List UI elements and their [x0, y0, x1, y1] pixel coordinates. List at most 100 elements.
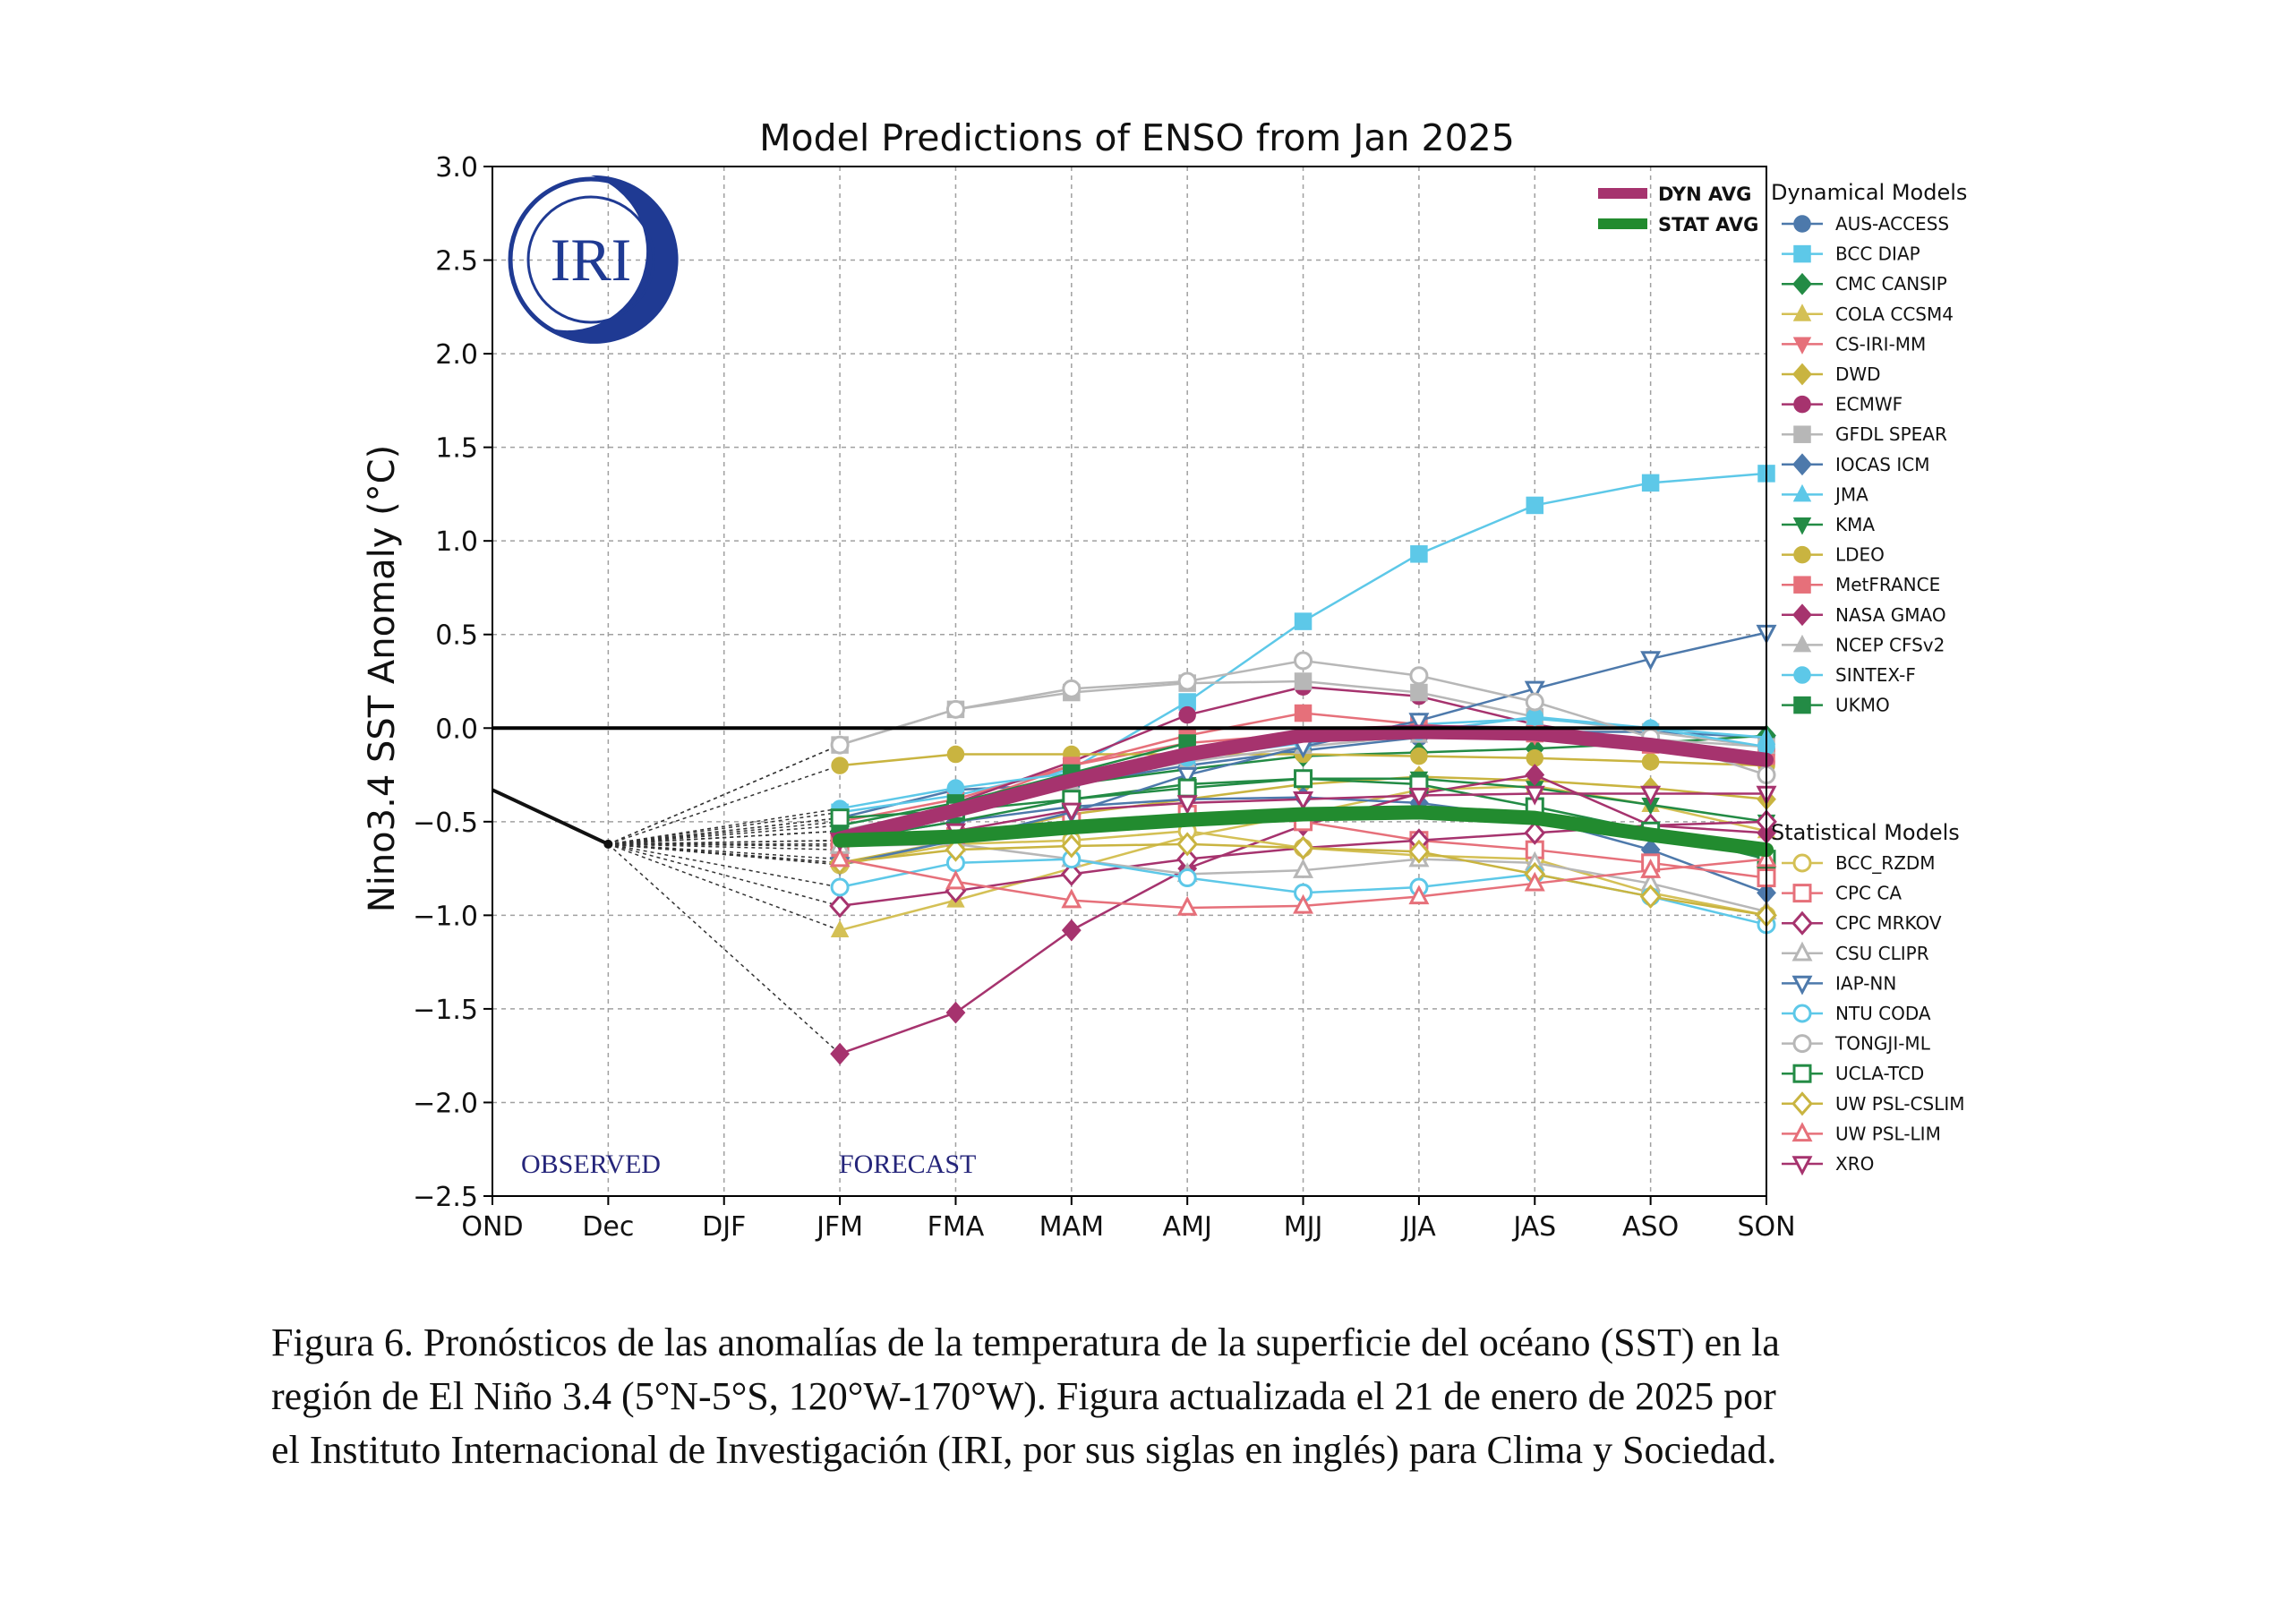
series-point [1641, 474, 1660, 492]
legend-marker [1793, 666, 1811, 684]
legend-marker [1792, 453, 1812, 476]
series-point [1294, 651, 1313, 671]
legend-label: MetFRANCE [1835, 574, 1940, 595]
legend-label: XRO [1835, 1153, 1874, 1175]
caption-line-3: el Instituto Internacional de Investigac… [271, 1428, 1777, 1472]
x-tick-label: DJF [702, 1211, 746, 1243]
series-point [1525, 692, 1544, 712]
x-tick-label: AMJ [1163, 1211, 1212, 1243]
legend-label: GFDL SPEAR [1835, 423, 1947, 445]
statistical-legend-header: Statistical Models [1771, 820, 1960, 845]
series-point [1525, 764, 1545, 786]
series-point [830, 1042, 850, 1065]
legend-marker [1793, 244, 1811, 263]
forecast-connector [607, 843, 841, 1055]
legend-marker [1793, 395, 1811, 414]
series-point [1292, 835, 1314, 860]
legend-label: UCLA-TCD [1835, 1063, 1924, 1084]
x-tick-label: JFM [815, 1211, 863, 1243]
series-point [1293, 859, 1314, 878]
legend-marker [1792, 884, 1812, 903]
observed-series [492, 788, 613, 849]
y-tick-label: 1.0 [435, 526, 478, 558]
legend-label: CMC CANSIP [1835, 273, 1947, 295]
legend-label: SINTEX-F [1835, 664, 1916, 686]
series-point [1524, 871, 1545, 892]
observed-line [492, 788, 610, 846]
enso-figure: Model Predictions of ENSO from Jan 2025 … [271, 116, 1967, 1472]
y-tick-label: 0.5 [435, 620, 478, 652]
series-point [945, 837, 967, 862]
avg-line-dyn-avg [833, 724, 1774, 846]
observed-annotation: OBSERVED [521, 1150, 661, 1179]
series-point [1526, 748, 1544, 767]
series-point [1640, 651, 1662, 671]
legend-marker [1792, 483, 1812, 502]
plot-frame [492, 166, 1767, 1197]
x-tick-label: MJJ [1284, 1211, 1323, 1243]
legend-marker [1792, 634, 1812, 653]
series-point [945, 1001, 966, 1024]
series-point [1408, 713, 1430, 733]
forecast-connector [608, 765, 841, 845]
series-point [1524, 680, 1545, 701]
forecast-connector [608, 744, 841, 845]
series-point [1410, 683, 1428, 702]
legend-marker [1792, 272, 1812, 295]
legend-label: NCEP CFSv2 [1835, 634, 1945, 655]
series-point [1176, 795, 1198, 816]
legend-label: UW PSL-LIM [1835, 1123, 1941, 1144]
model-legend: Dynamical Models AUS-ACCESS BCC DIAP CMC CA… [1771, 180, 1967, 1176]
series-point [1177, 868, 1197, 888]
chart-title: Model Predictions of ENSO from Jan 2025 [759, 116, 1515, 159]
legend-marker [1791, 1122, 1813, 1142]
legend-label: CS-IRI-MM [1835, 333, 1926, 355]
legend-label: UKMO [1835, 695, 1890, 716]
legend-marker [1792, 853, 1812, 873]
legend-marker [1792, 337, 1812, 355]
legend-label: DWD [1835, 363, 1881, 385]
forecast-connector [608, 843, 841, 860]
legend-label: CSU CLIPR [1835, 943, 1929, 964]
legend-marker [1793, 696, 1811, 714]
caption-line-2: región de El Niño 3.4 (5°N-5°S, 120°W-17… [271, 1374, 1776, 1418]
series-point [1524, 785, 1545, 806]
y-tick-label: 1.5 [435, 433, 478, 465]
legend-label: BCC DIAP [1835, 244, 1920, 265]
series-point [830, 808, 850, 828]
legend-marker [1792, 603, 1812, 627]
legend-label: AUS-ACCESS [1835, 213, 1949, 235]
legend-marker [1791, 910, 1813, 936]
logo-crescent [543, 175, 679, 344]
forecast-connector [608, 830, 841, 845]
series-point [1060, 861, 1082, 886]
legend-label: BCC_RZDM [1835, 852, 1936, 874]
y-tick-label: 3.0 [435, 152, 478, 184]
y-tick-label: −2.0 [413, 1088, 478, 1119]
y-tick-label: 2.5 [435, 246, 478, 278]
series-point [831, 756, 849, 774]
forecast-connector [608, 843, 841, 931]
iri-logo: IRI [508, 175, 679, 344]
average-series [833, 724, 1774, 858]
x-tick-label: OND [461, 1211, 523, 1243]
series-point [1293, 791, 1314, 811]
y-tick-label: −0.5 [413, 808, 478, 839]
y-tick-label: −2.5 [413, 1182, 478, 1213]
series-point [1294, 612, 1313, 630]
avg-legend-label: DYN AVG [1658, 184, 1751, 205]
legend-marker [1792, 1034, 1812, 1054]
legend-marker [1791, 1091, 1813, 1116]
series-point [1410, 747, 1428, 765]
legend-marker [1793, 545, 1811, 564]
series-point [1526, 496, 1544, 515]
series-point [1061, 888, 1082, 909]
series-point [1294, 672, 1313, 690]
series-point [1410, 545, 1428, 563]
series-point [1060, 833, 1082, 859]
series-point [945, 699, 965, 719]
legend-marker [1791, 1156, 1813, 1176]
forecast-connectors [607, 744, 841, 1055]
legend-marker [1793, 576, 1811, 594]
legend-marker [1792, 363, 1812, 386]
